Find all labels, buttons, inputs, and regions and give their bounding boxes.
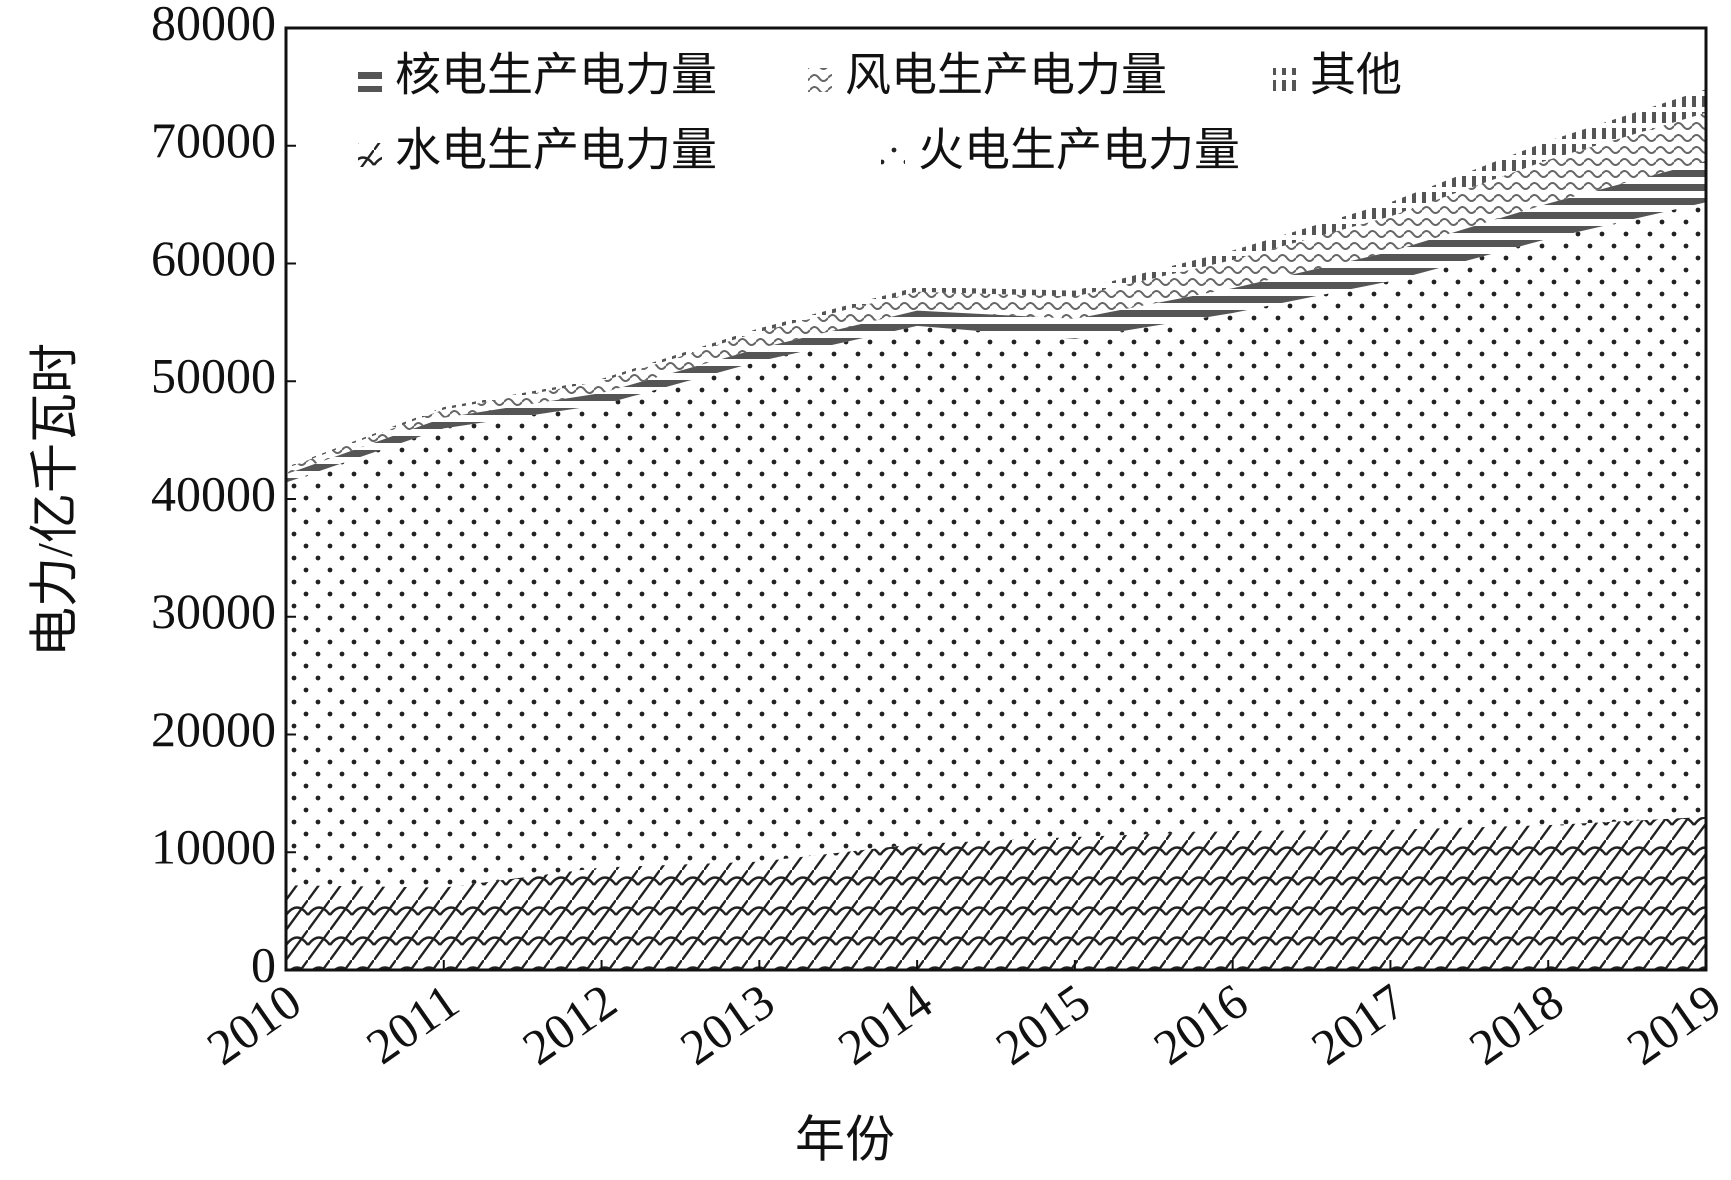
x-tick-label: 2015 [986, 973, 1100, 1076]
legend-label: 风电生产电力量 [845, 50, 1167, 101]
y-tick-label: 30000 [151, 583, 276, 639]
x-tick-label: 2014 [828, 973, 942, 1076]
y-tick-label: 60000 [151, 230, 276, 286]
y-tick-label: 70000 [151, 112, 276, 168]
x-tick-label: 2018 [1459, 973, 1573, 1076]
legend-label: 水电生产电力量 [395, 125, 717, 176]
y-tick-label: 20000 [151, 701, 276, 757]
legend-swatch [1273, 68, 1297, 92]
y-tick-label: 10000 [151, 819, 276, 875]
x-tick-label: 2016 [1144, 973, 1258, 1076]
x-tick-label: 2019 [1617, 973, 1731, 1076]
legend-swatch [881, 143, 905, 167]
x-tick-label: 2013 [670, 973, 784, 1076]
y-tick-label: 80000 [151, 0, 276, 50]
legend-swatch [808, 68, 832, 92]
area [286, 202, 1706, 888]
legend-swatch [358, 143, 382, 167]
y-axis-title: 电力/亿千瓦时 [26, 343, 82, 657]
x-tick-label: 2017 [1301, 973, 1415, 1076]
legend-label: 核电生产电力量 [395, 50, 717, 101]
y-tick-label: 50000 [151, 348, 276, 404]
legend-label: 其他 [1310, 50, 1402, 101]
area [286, 816, 1706, 970]
x-tick-label: 2011 [356, 973, 469, 1075]
legend-swatch [358, 68, 382, 92]
y-tick-label: 0 [251, 936, 276, 992]
y-tick-label: 40000 [151, 465, 276, 521]
area [286, 161, 1706, 483]
legend-label: 火电生产电力量 [918, 125, 1240, 176]
x-tick-label: 2012 [512, 973, 626, 1076]
x-axis-title: 年份 [795, 1111, 895, 1167]
